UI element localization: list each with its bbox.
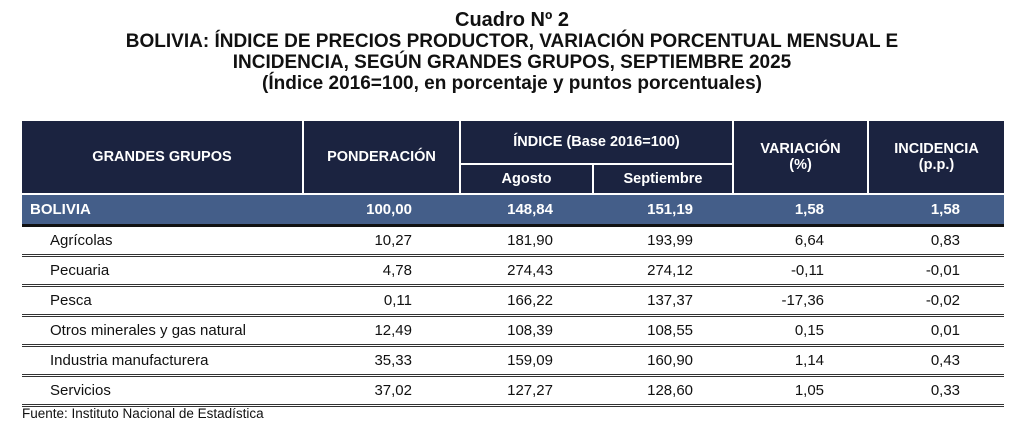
cell-ponderacion: 100,00 — [303, 194, 460, 227]
cell-agosto: 166,22 — [460, 285, 593, 317]
cell-septiembre: 160,90 — [593, 345, 734, 377]
cell-name: Pecuaria — [22, 255, 303, 287]
cell-variacion: 1,14 — [733, 345, 869, 377]
table-row: Industria manufacturera 35,33 159,09 160,90… — [22, 345, 1005, 377]
cell-incidencia: 0,43 — [868, 345, 1005, 377]
cell-septiembre: 128,60 — [593, 375, 734, 407]
cell-ponderacion: 0,11 — [303, 285, 460, 317]
cell-name: Agrícolas — [22, 225, 303, 257]
title-line-1: BOLIVIA: ÍNDICE DE PRECIOS PRODUCTOR, VA… — [125, 31, 899, 52]
cell-septiembre: 193,99 — [593, 225, 734, 257]
data-table: GRANDES GRUPOS PONDERACIÓN ÍNDICE (Base … — [22, 121, 1005, 407]
title-line-2: INCIDENCIA, SEGÚN GRANDES GRUPOS, SEPTIE… — [232, 52, 792, 73]
cell-agosto: 274,43 — [460, 255, 593, 287]
table-number: Cuadro Nº 2 — [455, 9, 569, 31]
source-note: Fuente: Instituto Nacional de Estadístic… — [22, 406, 264, 421]
cell-ponderacion: 12,49 — [303, 315, 460, 347]
cell-agosto: 127,27 — [460, 375, 593, 407]
cell-name: Otros minerales y gas natural — [22, 315, 303, 347]
header-septiembre: Septiembre — [591, 163, 735, 195]
cell-ponderacion: 10,27 — [303, 225, 460, 257]
cell-name: BOLIVIA — [22, 194, 303, 227]
cell-ponderacion: 35,33 — [303, 345, 460, 377]
cell-incidencia: -0,02 — [868, 285, 1005, 317]
cell-agosto: 159,09 — [460, 345, 593, 377]
cell-ponderacion: 37,02 — [303, 375, 460, 407]
cell-variacion: -0,11 — [733, 255, 869, 287]
cell-septiembre: 108,55 — [593, 315, 734, 347]
title-line-3: (Índice 2016=100, en porcentaje y puntos… — [262, 73, 762, 94]
total-row: BOLIVIA 100,00 148,84 151,19 1,58 1,58 — [22, 194, 1005, 227]
cell-variacion: 1,05 — [733, 375, 869, 407]
cell-name: Servicios — [22, 375, 303, 407]
cell-agosto: 108,39 — [460, 315, 593, 347]
cell-agosto: 181,90 — [460, 225, 593, 257]
incidencia-label: INCIDENCIA — [894, 141, 979, 157]
header-grupos: GRANDES GRUPOS — [22, 121, 304, 195]
cell-agosto: 148,84 — [460, 194, 593, 227]
header-indice: ÍNDICE (Base 2016=100) — [458, 121, 735, 165]
cell-incidencia: 1,58 — [868, 194, 1005, 227]
cell-name: Industria manufacturera — [22, 345, 303, 377]
cell-variacion: 6,64 — [733, 225, 869, 257]
table-row: Pecuaria 4,78 274,43 274,12 -0,11 -0,01 — [22, 255, 1005, 287]
cell-incidencia: 0,83 — [868, 225, 1005, 257]
table-row: Otros minerales y gas natural 12,49 108,39… — [22, 315, 1005, 347]
cell-ponderacion: 4,78 — [303, 255, 460, 287]
cell-septiembre: 137,37 — [593, 285, 734, 317]
header-ponderacion: PONDERACIÓN — [302, 121, 461, 195]
cell-variacion: 1,58 — [733, 194, 869, 227]
cell-incidencia: 0,33 — [868, 375, 1005, 407]
cell-variacion: -17,36 — [733, 285, 869, 317]
table-title: Cuadro Nº 2 BOLIVIA: ÍNDICE DE PRECIOS P… — [0, 9, 1024, 95]
cell-incidencia: -0,01 — [868, 255, 1005, 287]
header-variacion: VARIACIÓN (%) — [732, 121, 870, 195]
variacion-unit: (%) — [789, 157, 812, 173]
cell-incidencia: 0,01 — [868, 315, 1005, 347]
table-row: Agrícolas 10,27 181,90 193,99 6,64 0,83 — [22, 225, 1005, 257]
table-row: Pesca 0,11 166,22 137,37 -17,36 -0,02 — [22, 285, 1005, 317]
header-agosto: Agosto — [459, 163, 594, 195]
variacion-label: VARIACIÓN — [760, 141, 841, 157]
cell-septiembre: 274,12 — [593, 255, 734, 287]
incidencia-unit: (p.p.) — [918, 157, 955, 173]
cell-septiembre: 151,19 — [593, 194, 734, 227]
header-incidencia: INCIDENCIA (p.p.) — [867, 121, 1005, 195]
table-row: Servicios 37,02 127,27 128,60 1,05 0,33 — [22, 375, 1005, 407]
cell-variacion: 0,15 — [733, 315, 869, 347]
cell-name: Pesca — [22, 285, 303, 317]
